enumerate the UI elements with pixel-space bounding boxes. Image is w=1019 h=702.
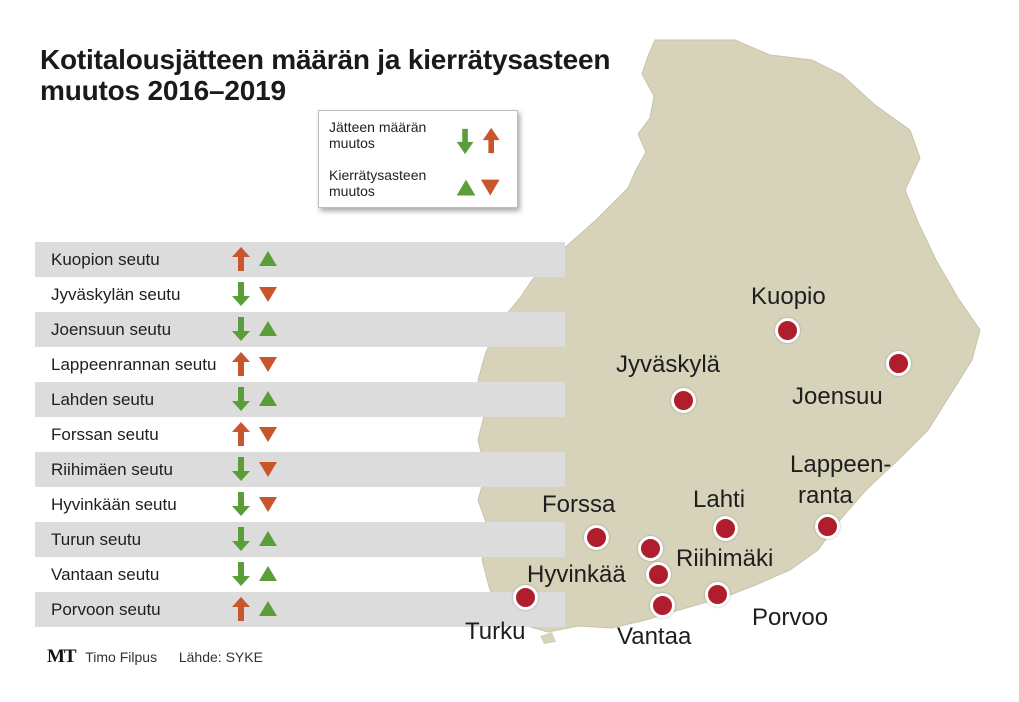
region-name: Lappeenrannan seutu — [51, 355, 217, 374]
city-marker-riihimaki — [638, 536, 663, 561]
region-row: Riihimäen seutu — [35, 452, 565, 487]
city-marker-kuopio — [775, 318, 800, 343]
city-label-riihimaki: Riihimäki — [676, 545, 774, 572]
triangle-down-icon — [259, 357, 277, 372]
chart-title: Kotitalousjätteen määrän ja kierrätysast… — [40, 44, 611, 106]
arrow-down-icon — [232, 492, 250, 516]
region-table: Kuopion seutu Jyväskylän seutu Joensuun se… — [35, 242, 565, 627]
region-row: Jyväskylän seutu — [35, 277, 565, 312]
region-row: Turun seutu — [35, 522, 565, 557]
region-name: Jyväskylän seutu — [51, 285, 181, 304]
city-marker-hyvinkaa — [646, 562, 671, 587]
legend-amount-row: Jätteen määrän muutos — [329, 119, 515, 159]
arrow-down-icon — [232, 457, 250, 481]
title-line-2: muutos 2016–2019 — [40, 75, 286, 106]
triangle-up-icon — [259, 601, 277, 616]
arrow-down-icon — [232, 527, 250, 551]
triangle-up-icon — [259, 531, 277, 546]
city-marker-jyvaskyla — [671, 388, 696, 413]
region-name: Forssan seutu — [51, 425, 159, 444]
region-name: Turun seutu — [51, 530, 142, 549]
region-name: Lahden seutu — [51, 390, 155, 409]
arrow-up-icon — [232, 597, 250, 621]
arrow-up-icon — [232, 247, 250, 271]
triangle-down-icon — [480, 179, 500, 196]
arrow-up-icon — [232, 422, 250, 446]
region-row: Joensuun seutu — [35, 312, 565, 347]
credits: MT Timo Filpus Lähde: SYKE — [47, 646, 263, 668]
city-label-joensuu: Joensuu — [792, 383, 883, 410]
triangle-up-icon — [259, 321, 277, 336]
credit-source: Lähde: SYKE — [178, 649, 263, 665]
region-name: Riihimäen seutu — [51, 460, 173, 479]
mt-logo: MT — [47, 646, 77, 667]
credit-author: Timo Filpus — [85, 649, 158, 665]
city-label-lappeenranta-2: ranta — [798, 482, 853, 509]
region-row: Kuopion seutu — [35, 242, 565, 277]
legend: Jätteen määrän muutos Kierrätysasteen mu… — [318, 110, 518, 208]
triangle-up-icon — [259, 566, 277, 581]
region-row: Vantaan seutu — [35, 557, 565, 592]
region-name: Hyvinkään seutu — [51, 495, 177, 514]
legend-recycle-row: Kierrätysasteen muutos — [329, 167, 515, 207]
city-label-lappeenranta-1: Lappeen- — [790, 451, 892, 478]
city-label-turku: Turku — [465, 618, 526, 645]
city-label-lahti: Lahti — [693, 486, 746, 513]
legend-recycle-label: Kierrätysasteen muutos — [329, 167, 427, 199]
region-name: Porvoon seutu — [51, 600, 161, 619]
triangle-down-icon — [259, 287, 277, 302]
arrow-down-icon — [456, 128, 474, 155]
city-label-vantaa: Vantaa — [617, 623, 692, 650]
finland-land-shape — [477, 39, 981, 633]
legend-recycle-icons — [456, 179, 500, 196]
region-name: Kuopion seutu — [51, 250, 160, 269]
city-marker-joensuu — [886, 351, 911, 376]
triangle-down-icon — [259, 497, 277, 512]
city-marker-vantaa — [650, 593, 675, 618]
title-line-1: Kotitalousjätteen määrän ja kierrätysast… — [40, 44, 611, 75]
triangle-down-icon — [259, 462, 277, 477]
city-label-hyvinkaa: Hyvinkää — [527, 561, 626, 588]
city-marker-lappeenranta — [815, 514, 840, 539]
arrow-up-icon — [482, 127, 500, 154]
triangle-up-icon — [259, 391, 277, 406]
city-marker-porvoo — [705, 582, 730, 607]
triangle-up-icon — [456, 179, 476, 196]
region-name: Joensuun seutu — [51, 320, 172, 339]
region-row: Lahden seutu — [35, 382, 565, 417]
arrow-down-icon — [232, 387, 250, 411]
triangle-down-icon — [259, 427, 277, 442]
arrow-down-icon — [232, 317, 250, 341]
arrow-down-icon — [232, 562, 250, 586]
arrow-up-icon — [232, 352, 250, 376]
legend-amount-label: Jätteen määrän muutos — [329, 119, 427, 151]
city-label-forssa: Forssa — [542, 491, 616, 518]
region-row: Lappeenrannan seutu — [35, 347, 565, 382]
city-label-kuopio: Kuopio — [751, 283, 826, 310]
region-row: Porvoon seutu — [35, 592, 565, 627]
region-row: Forssan seutu — [35, 417, 565, 452]
triangle-up-icon — [259, 251, 277, 266]
city-marker-forssa — [584, 525, 609, 550]
arrow-down-icon — [232, 282, 250, 306]
legend-amount-icons — [456, 127, 500, 155]
city-marker-turku — [513, 585, 538, 610]
city-label-jyvaskyla: Jyväskylä — [616, 351, 721, 378]
region-row: Hyvinkään seutu — [35, 487, 565, 522]
city-label-porvoo: Porvoo — [752, 604, 829, 631]
city-marker-lahti — [713, 516, 738, 541]
region-name: Vantaan seutu — [51, 565, 160, 584]
